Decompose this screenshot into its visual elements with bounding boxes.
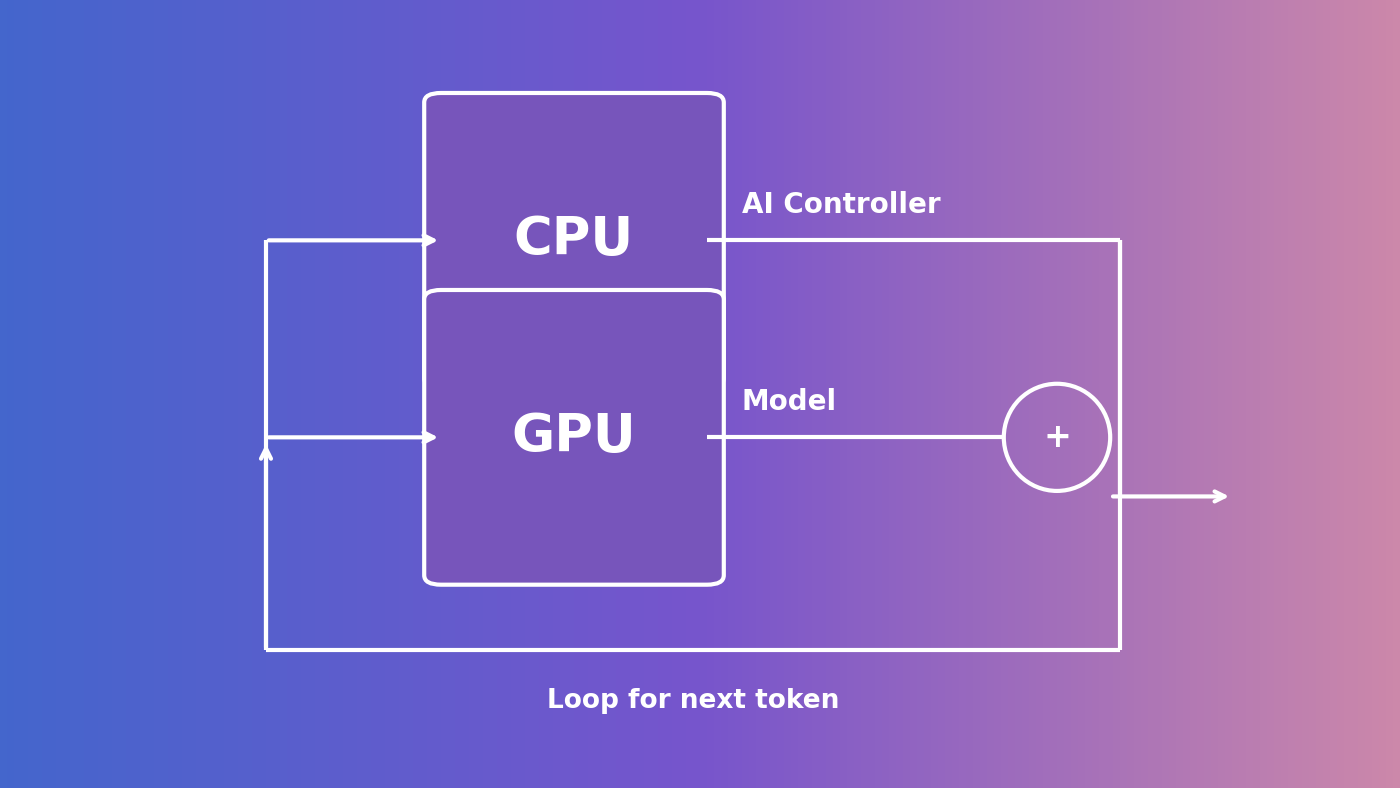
Text: GPU: GPU [511, 411, 637, 463]
FancyBboxPatch shape [424, 290, 724, 585]
Text: Model: Model [742, 388, 837, 416]
FancyBboxPatch shape [424, 93, 724, 388]
Text: AI Controller: AI Controller [742, 191, 941, 219]
Text: Loop for next token: Loop for next token [547, 689, 839, 714]
Text: CPU: CPU [514, 214, 634, 266]
Text: +: + [1043, 421, 1071, 454]
